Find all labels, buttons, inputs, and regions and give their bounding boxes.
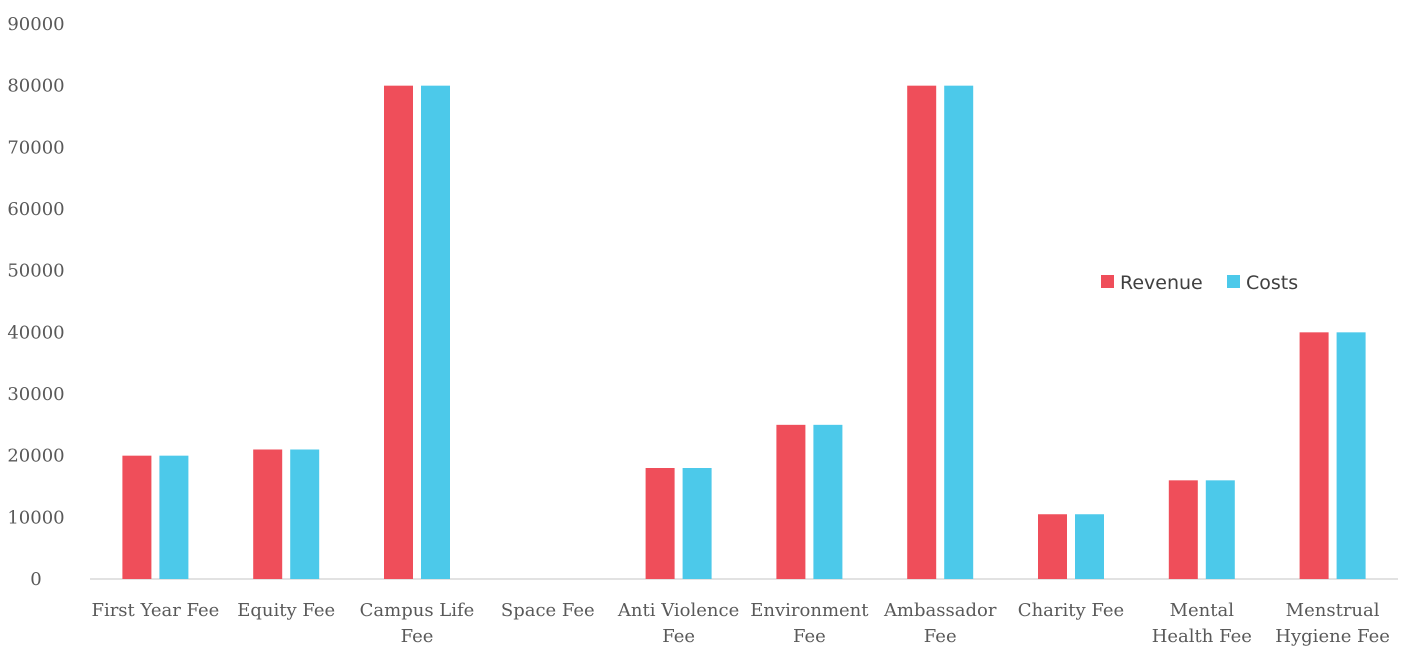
x-category-label-line: Hygiene Fee (1275, 626, 1390, 647)
bar-costs-0 (159, 455, 189, 579)
x-category-label-line: Fee (793, 626, 826, 647)
legend-label-revenue: Revenue (1120, 272, 1203, 294)
y-tick-label: 60000 (7, 199, 64, 220)
x-category-label-line: Environment (750, 600, 869, 621)
x-category-label: Equity Fee (237, 600, 335, 621)
y-tick-label: 70000 (7, 137, 64, 158)
bar-costs-7 (1075, 514, 1104, 579)
y-tick-label: 20000 (7, 446, 64, 467)
legend-label-costs: Costs (1246, 272, 1298, 294)
bar-costs-4 (682, 468, 712, 579)
bar-revenue-6 (907, 85, 937, 580)
bar-costs-1 (290, 449, 320, 579)
bars (122, 85, 1366, 580)
x-category-label: First Year Fee (91, 600, 219, 621)
bar-costs-9 (1336, 332, 1366, 579)
y-tick-label: 90000 (7, 14, 64, 35)
y-tick-label: 0 (30, 569, 41, 590)
x-category-label-line: Fee (924, 626, 957, 647)
bar-revenue-7 (1038, 514, 1067, 579)
x-category-label-line: Fee (401, 626, 434, 647)
x-category-label: Space Fee (501, 600, 595, 621)
bar-costs-2 (421, 85, 450, 580)
y-tick-label: 10000 (7, 507, 64, 528)
x-category-label-line: Fee (662, 626, 695, 647)
x-category-label-line: Space Fee (501, 600, 595, 621)
bar-revenue-0 (122, 455, 152, 579)
x-category-label-line: Campus Life (360, 600, 475, 621)
y-tick-label: 30000 (7, 384, 64, 405)
bar-costs-8 (1205, 480, 1235, 579)
x-category-label: Menstrual Hygiene Fee (1275, 600, 1390, 647)
x-category-label: Anti Violence Fee (617, 600, 739, 647)
y-tick-label: 80000 (7, 76, 64, 97)
bar-revenue-8 (1168, 480, 1198, 579)
x-category-label: Campus Life Fee (360, 600, 475, 647)
x-category-label-line: Charity Fee (1018, 600, 1124, 621)
x-category-label: Mental Health Fee (1152, 600, 1252, 647)
x-category-label: Ambassador Fee (883, 600, 997, 647)
legend: Revenue Costs (1101, 272, 1298, 294)
y-tick-label: 40000 (7, 322, 64, 343)
bar-revenue-2 (384, 85, 413, 580)
bar-costs-6 (944, 85, 974, 580)
x-category-label: Charity Fee (1018, 600, 1124, 621)
legend-swatch-costs (1227, 275, 1240, 288)
x-category-label-line: Ambassador (883, 600, 997, 621)
x-category-label-line: First Year Fee (91, 600, 219, 621)
x-category-label-line: Equity Fee (237, 600, 335, 621)
bar-revenue-9 (1299, 332, 1329, 579)
x-category-label-line: Menstrual (1286, 600, 1380, 621)
x-category-label-line: Anti Violence (617, 600, 739, 621)
bar-revenue-5 (776, 424, 806, 579)
bar-revenue-1 (253, 449, 283, 579)
category-labels: First Year Fee Equity Fee Campus Life Fee Sp… (91, 600, 1389, 647)
x-category-label-line: Mental (1170, 600, 1235, 621)
bar-costs-5 (813, 424, 843, 579)
legend-swatch-revenue (1101, 275, 1114, 288)
bar-revenue-4 (645, 468, 675, 579)
y-tick-label: 50000 (7, 261, 64, 282)
y-axis-ticks: 0 10000 20000 30000 40000 50000 60000 70000 8000… (7, 14, 64, 590)
x-category-label-line: Health Fee (1152, 626, 1252, 647)
x-category-label: Environment Fee (750, 600, 869, 647)
